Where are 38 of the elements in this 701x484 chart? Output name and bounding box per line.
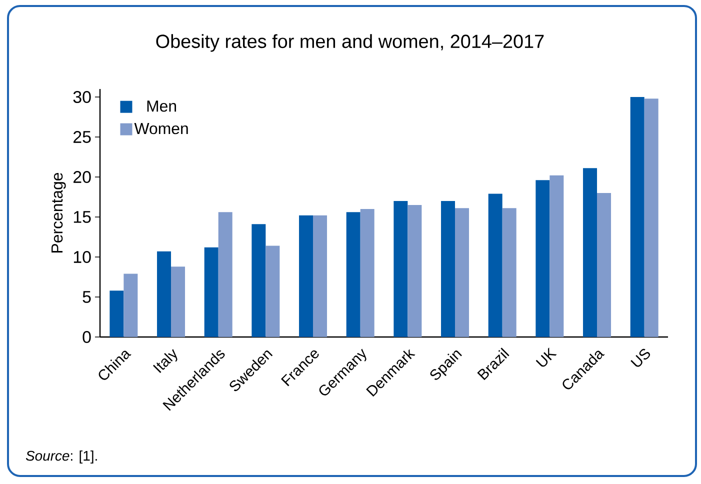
bar [157,251,172,337]
y-tick-label: 10 [74,250,91,263]
chart-title: Obesity rates for men and women, 2014–2017 [156,34,544,52]
bar [488,194,502,337]
bar [644,98,658,337]
bar [110,290,124,337]
bar [299,215,314,337]
y-tick-label: 5 [82,291,91,303]
bar [408,204,422,337]
bar [204,247,218,337]
bar [124,274,138,337]
bar [218,212,232,337]
bar [394,200,408,337]
bar [630,96,644,337]
bar [171,266,186,337]
y-tick-label: 15 [74,211,91,223]
bar [360,208,374,337]
bar [441,200,456,337]
bar [583,168,598,337]
bar [266,246,280,337]
legend-label: Women [134,123,188,134]
bar [550,175,564,337]
text: Source: [1]. [26,450,97,464]
y-tick-label: 25 [74,130,91,143]
y-tick-label: 20 [74,170,91,183]
y-axis-title: Percentage [52,172,66,252]
y-tick-label: 30 [73,90,91,103]
legend-label: Men [147,100,176,112]
bar [455,208,470,337]
x-tick-label: UK [536,348,557,367]
x-tick-label: US [630,348,650,367]
bar [597,192,612,337]
bar [252,224,266,337]
bar [313,215,328,337]
bar [502,208,516,337]
y-tick-label: 0 [82,330,91,343]
bar [536,180,550,337]
bar [346,212,360,337]
